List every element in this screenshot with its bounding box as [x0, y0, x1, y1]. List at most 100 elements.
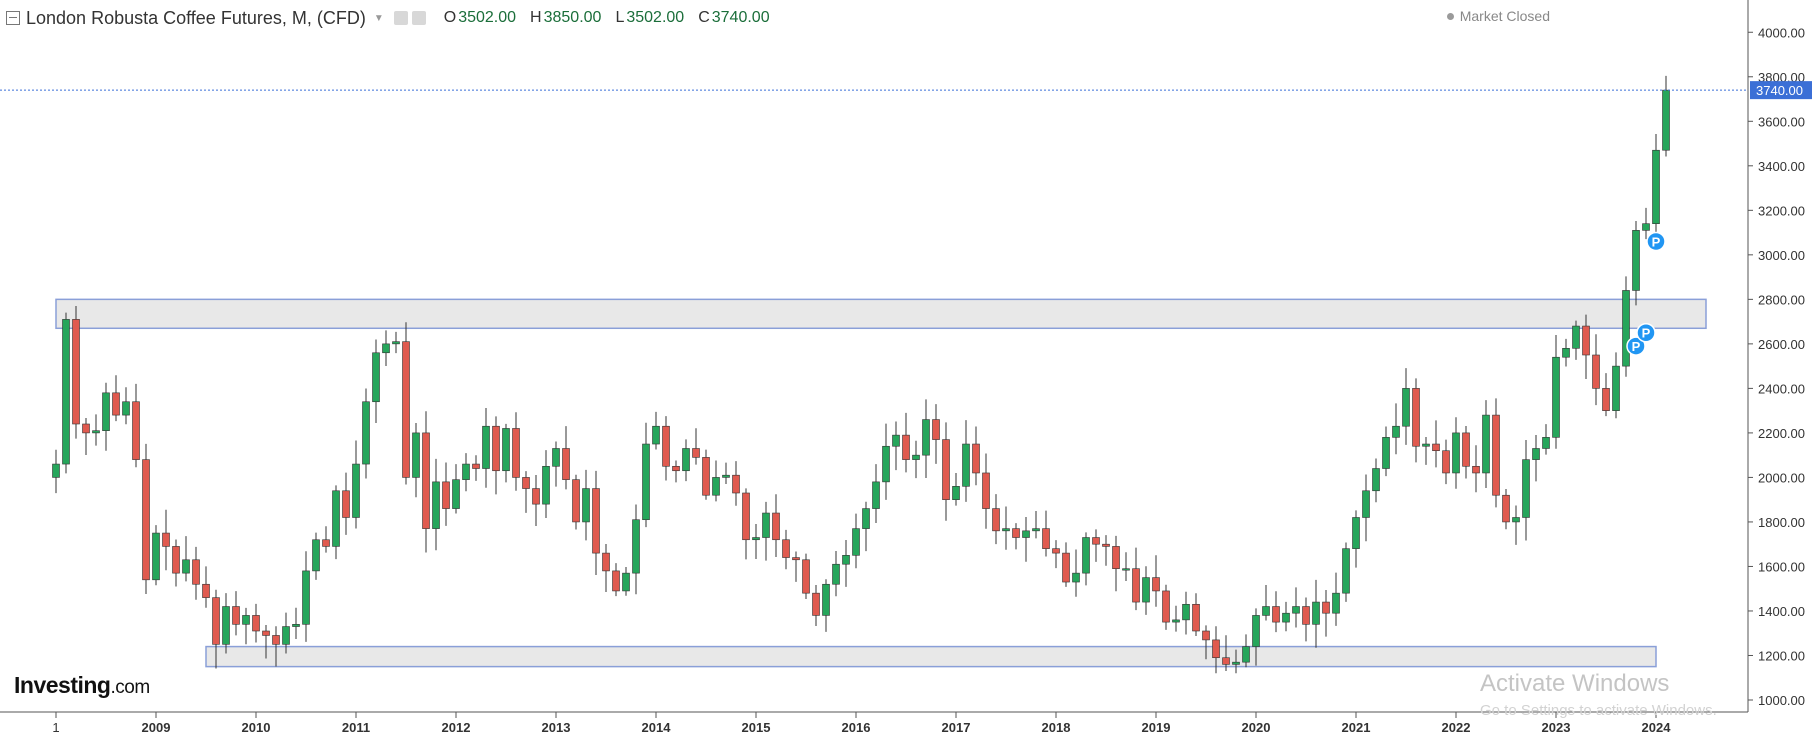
candle-down — [812, 584, 820, 626]
candle-down — [1582, 314, 1590, 380]
candle-up — [382, 330, 390, 367]
candle-body — [1402, 388, 1410, 427]
candle-body — [672, 465, 680, 472]
candle-up — [1352, 510, 1360, 568]
candle-body — [1592, 354, 1600, 389]
ohlc-low: L 3502.00 — [615, 9, 685, 26]
candle-up — [1522, 440, 1530, 541]
candle-down — [1112, 535, 1120, 592]
candle-body — [1332, 592, 1340, 614]
candle-up — [1172, 605, 1180, 632]
candle-body — [372, 352, 380, 403]
pin-marker: P — [1646, 231, 1666, 252]
candle-up — [1142, 566, 1150, 615]
candle-down — [212, 589, 220, 669]
candle-down — [1132, 547, 1140, 611]
candle-body — [692, 448, 700, 458]
dropdown-caret-icon[interactable]: ▼ — [373, 12, 384, 24]
candle-up — [1072, 549, 1080, 597]
candle-body — [1152, 577, 1160, 592]
candle-down — [732, 461, 740, 506]
candle-down — [1212, 626, 1220, 674]
candle-body — [1482, 414, 1490, 474]
collapse-icon[interactable] — [6, 11, 20, 25]
candle-up — [282, 612, 290, 654]
candle-body — [1362, 490, 1370, 518]
candle-body — [102, 392, 110, 431]
candle-body — [742, 492, 750, 541]
candle-body — [882, 445, 890, 483]
candle-down — [1192, 593, 1200, 637]
candle-down — [402, 322, 410, 485]
candle-up — [502, 423, 510, 483]
candle-body — [592, 488, 600, 554]
candle-body — [1562, 348, 1570, 358]
zone-layer — [55, 298, 1707, 668]
candle-body — [132, 401, 140, 460]
candle-body — [952, 486, 960, 500]
candle-body — [62, 319, 70, 465]
candle-up — [1642, 207, 1650, 240]
candle-body — [762, 512, 770, 538]
candle-down — [72, 306, 80, 439]
candle-body — [962, 443, 970, 487]
candle-body — [552, 448, 560, 467]
price-tick-label: 1400.00 — [1758, 604, 1805, 619]
candle-body — [802, 559, 810, 594]
candle-down — [602, 544, 610, 592]
candle-body — [342, 490, 350, 518]
candle-down — [562, 426, 570, 490]
candle-up — [482, 408, 490, 488]
candle-up — [372, 339, 380, 423]
candle-body — [1552, 356, 1560, 438]
candle-down — [112, 375, 120, 422]
time-tick-label: 2016 — [842, 720, 871, 735]
candle-down — [82, 417, 90, 455]
candle-body — [272, 635, 280, 645]
candle-body — [192, 559, 200, 585]
candle-body — [702, 457, 710, 496]
candle-up — [1022, 517, 1030, 562]
candle-body — [392, 341, 400, 345]
candle-body — [822, 583, 830, 616]
candle-up — [1532, 435, 1540, 482]
camera-icon[interactable] — [393, 11, 408, 25]
candle-body — [562, 448, 570, 480]
last-price-badge — [1750, 81, 1812, 100]
logo-suffix: .com — [110, 677, 150, 698]
candle-body — [912, 454, 920, 460]
candle-body — [442, 481, 450, 509]
candle-body — [992, 508, 1000, 532]
candle-down — [782, 529, 790, 570]
candle-body — [1472, 465, 1480, 474]
candle-body — [1612, 365, 1620, 411]
candle-down — [1442, 439, 1450, 485]
candle-body — [182, 559, 190, 574]
candle-up — [1632, 221, 1640, 306]
candle-down — [992, 494, 1000, 545]
candle-body — [1422, 443, 1430, 447]
pin-marker: P — [1626, 336, 1646, 356]
candle-up — [1122, 552, 1130, 582]
candle-body — [1352, 517, 1360, 549]
candle-down — [472, 455, 480, 481]
time-axis-layer: 1 2009 2010 2011 2012 2013 2014 2015 2016 2017 201… — [52, 712, 1671, 735]
candle-up — [182, 536, 190, 582]
candle-body — [812, 592, 820, 616]
candle-up — [1572, 320, 1580, 360]
candle-down — [142, 443, 150, 595]
candle-up — [832, 550, 840, 597]
price-tick-label: 2800.00 — [1758, 292, 1805, 307]
candle-down — [532, 474, 540, 527]
candle-up — [362, 388, 370, 479]
candle-body — [92, 430, 100, 434]
price-axis-layer: 1000.00 1200.00 1400.00 1600.00 1800.00 2000.… — [0, 0, 1805, 713]
settings-icon[interactable] — [411, 11, 426, 25]
candle-body — [1372, 468, 1380, 492]
candle-down — [522, 471, 530, 513]
candle-body — [1662, 89, 1670, 151]
time-tick-label: 2022 — [1442, 720, 1471, 735]
candle-body — [122, 401, 130, 416]
